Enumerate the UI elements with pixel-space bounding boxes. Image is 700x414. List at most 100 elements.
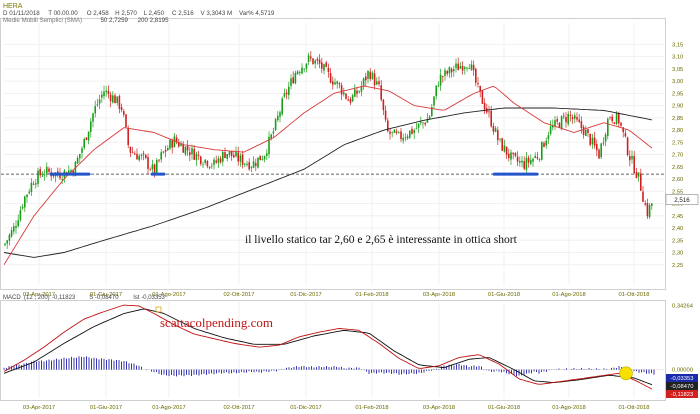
price-candle[interactable] — [10, 230, 13, 237]
price-candle[interactable] — [167, 148, 169, 151]
price-candle[interactable] — [450, 68, 453, 73]
price-candle[interactable] — [15, 226, 17, 228]
macd-main-line[interactable] — [3, 304, 653, 390]
price-candle[interactable] — [615, 113, 618, 124]
price-candle[interactable] — [378, 81, 380, 85]
price-candle[interactable] — [215, 160, 217, 163]
price-candle[interactable] — [32, 183, 35, 185]
price-candle[interactable] — [325, 62, 327, 67]
price-candle[interactable] — [116, 96, 118, 104]
price-candle[interactable] — [118, 95, 121, 109]
price-candle[interactable] — [233, 155, 235, 158]
price-candle[interactable] — [120, 107, 123, 110]
price-candle[interactable] — [274, 119, 277, 131]
price-candle[interactable] — [13, 226, 15, 232]
price-candle[interactable] — [387, 120, 389, 132]
price-candle[interactable] — [303, 68, 305, 70]
price-candle[interactable] — [560, 116, 563, 129]
price-candle[interactable] — [197, 155, 200, 156]
price-candle[interactable] — [182, 143, 184, 153]
price-candle[interactable] — [354, 89, 356, 97]
price-candle[interactable] — [43, 174, 46, 176]
price-candle[interactable] — [611, 116, 613, 122]
price-candle[interactable] — [549, 126, 552, 134]
price-candle[interactable] — [530, 159, 532, 164]
price-candle[interactable] — [578, 119, 580, 122]
price-candle[interactable] — [613, 122, 616, 125]
price-candle[interactable] — [123, 111, 125, 115]
price-candle[interactable] — [147, 157, 149, 169]
price-candle[interactable] — [239, 155, 242, 162]
price-candle[interactable] — [279, 112, 281, 117]
price-candle[interactable] — [4, 243, 6, 245]
price-candle[interactable] — [103, 91, 105, 97]
price-candle[interactable] — [503, 145, 506, 152]
price-candle[interactable] — [631, 155, 633, 160]
price-candle[interactable] — [494, 128, 497, 132]
price-candle[interactable] — [288, 86, 290, 96]
price-candle[interactable] — [607, 118, 609, 136]
price-candle[interactable] — [26, 194, 28, 198]
price-candle[interactable] — [362, 78, 365, 86]
price-candle[interactable] — [582, 126, 585, 135]
price-candle[interactable] — [261, 159, 264, 161]
price-candle[interactable] — [217, 158, 220, 163]
price-candle[interactable] — [151, 164, 154, 170]
price-candle[interactable] — [17, 220, 19, 227]
price-candle[interactable] — [156, 160, 158, 173]
price-candle[interactable] — [626, 137, 629, 156]
price-candle[interactable] — [46, 166, 48, 174]
price-candle[interactable] — [281, 98, 283, 115]
price-candle[interactable] — [175, 137, 178, 143]
price-candle[interactable] — [428, 116, 431, 119]
price-candle[interactable] — [585, 130, 587, 136]
price-candle[interactable] — [24, 196, 26, 208]
price-candle[interactable] — [241, 154, 244, 165]
price-candle[interactable] — [472, 64, 475, 71]
price-candle[interactable] — [519, 161, 521, 163]
price-candle[interactable] — [213, 159, 215, 165]
price-candle[interactable] — [497, 130, 499, 141]
price-candle[interactable] — [404, 137, 407, 139]
price-candle[interactable] — [76, 158, 79, 164]
price-candle[interactable] — [224, 152, 226, 158]
price-candle[interactable] — [369, 71, 371, 80]
price-candle[interactable] — [336, 81, 338, 84]
price-candle[interactable] — [633, 155, 635, 174]
price-candle[interactable] — [98, 99, 101, 104]
price-candle[interactable] — [635, 172, 638, 178]
price-candle[interactable] — [358, 91, 360, 93]
price-candle[interactable] — [349, 99, 352, 103]
price-candle[interactable] — [558, 123, 561, 128]
price-candle[interactable] — [600, 143, 602, 158]
price-candle[interactable] — [37, 170, 39, 184]
price-candle[interactable] — [402, 138, 404, 141]
price-candle[interactable] — [624, 133, 627, 137]
price-candle[interactable] — [296, 71, 299, 74]
price-candle[interactable] — [505, 146, 508, 155]
price-candle[interactable] — [252, 161, 255, 168]
price-candle[interactable] — [384, 110, 387, 120]
price-candle[interactable] — [208, 166, 211, 168]
price-candle[interactable] — [94, 106, 96, 114]
price-candle[interactable] — [556, 119, 558, 122]
price-candle[interactable] — [508, 153, 510, 159]
price-candle[interactable] — [642, 191, 644, 202]
price-candle[interactable] — [248, 162, 250, 170]
price-candle[interactable] — [541, 141, 543, 160]
price-candle[interactable] — [105, 90, 107, 93]
price-candle[interactable] — [446, 71, 448, 74]
price-candle[interactable] — [475, 69, 477, 83]
price-candle[interactable] — [563, 115, 565, 117]
price-candle[interactable] — [277, 115, 279, 120]
price-candle[interactable] — [129, 146, 132, 153]
price-candle[interactable] — [565, 117, 567, 123]
price-candle[interactable] — [101, 94, 103, 98]
price-candle[interactable] — [301, 67, 303, 74]
price-candle[interactable] — [343, 92, 345, 95]
price-candle[interactable] — [85, 137, 88, 140]
price-candle[interactable] — [373, 73, 376, 86]
price-candle[interactable] — [593, 137, 596, 146]
price-candle[interactable] — [162, 151, 165, 153]
price-candle[interactable] — [571, 117, 574, 120]
